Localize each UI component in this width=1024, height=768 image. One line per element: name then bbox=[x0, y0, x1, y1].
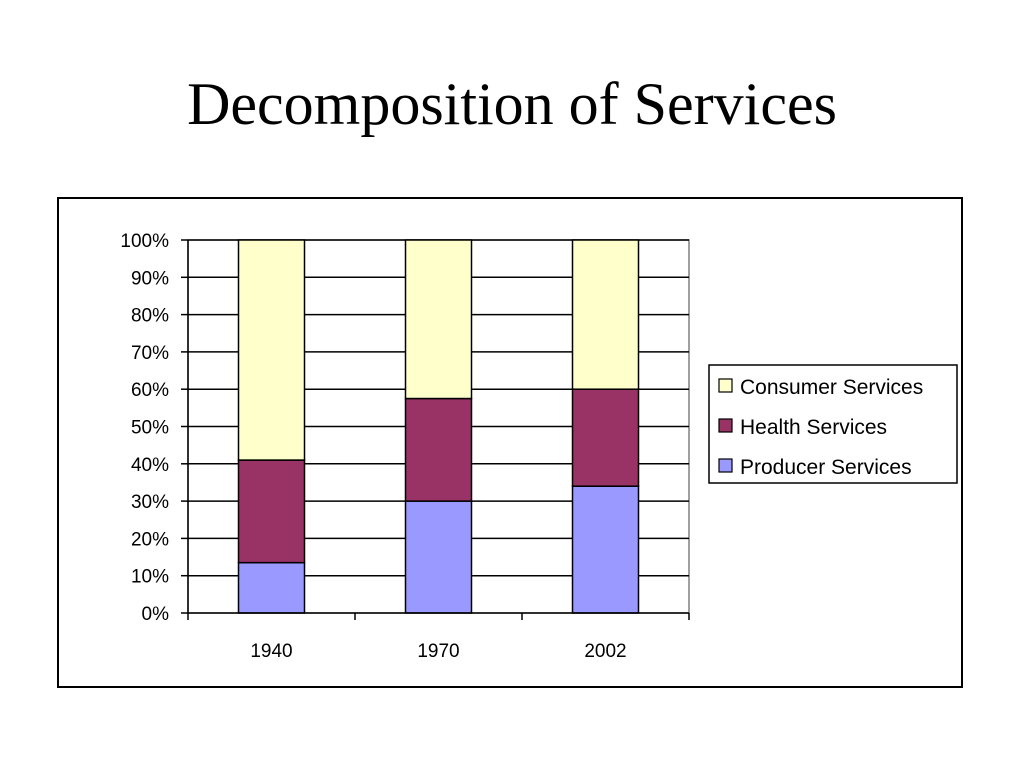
y-tick-label: 40% bbox=[131, 455, 169, 476]
legend-box bbox=[708, 364, 958, 484]
y-tick-label: 0% bbox=[142, 604, 170, 625]
y-tick-label: 90% bbox=[131, 268, 169, 289]
legend: Consumer Services Health Services Producer… bbox=[708, 364, 958, 484]
y-tick-label: 60% bbox=[131, 380, 169, 401]
slide-title: Decomposition of Services bbox=[187, 71, 837, 137]
legend-label: Health Services bbox=[740, 416, 887, 439]
y-tick-label: 100% bbox=[120, 231, 169, 252]
axes: 0% 10% 20% 30% 40% 50% 60% 70% 80% 90% 100% 1940 197… bbox=[120, 231, 690, 662]
y-tick-label: 30% bbox=[131, 492, 169, 513]
legend-swatch bbox=[718, 378, 733, 393]
y-tick-label: 10% bbox=[131, 567, 169, 588]
bar-segment-consumer-services bbox=[571, 239, 640, 390]
bars bbox=[237, 239, 640, 614]
bar-segment-producer-services bbox=[237, 561, 306, 614]
x-tick-label: 2002 bbox=[584, 641, 626, 662]
y-tick-label: 80% bbox=[131, 306, 169, 327]
bar-segment-producer-services bbox=[571, 485, 640, 614]
y-tick-label: 20% bbox=[131, 529, 169, 550]
bar-segment-consumer-services bbox=[404, 239, 473, 400]
bar-segment-health-services bbox=[571, 388, 640, 487]
legend-swatch bbox=[718, 418, 733, 433]
legend-label: Producer Services bbox=[740, 456, 912, 479]
y-tick-label: 50% bbox=[131, 418, 169, 439]
bar-segment-health-services bbox=[404, 397, 473, 502]
bar-segment-consumer-services bbox=[237, 239, 306, 461]
legend-swatch bbox=[718, 458, 733, 473]
bar-segment-health-services bbox=[237, 459, 306, 564]
y-tick-label: 70% bbox=[131, 343, 169, 364]
bar-segment-producer-services bbox=[404, 500, 473, 614]
legend-label: Consumer Services bbox=[740, 376, 923, 399]
x-tick-label: 1970 bbox=[417, 641, 459, 662]
x-tick-label: 1940 bbox=[250, 641, 292, 662]
